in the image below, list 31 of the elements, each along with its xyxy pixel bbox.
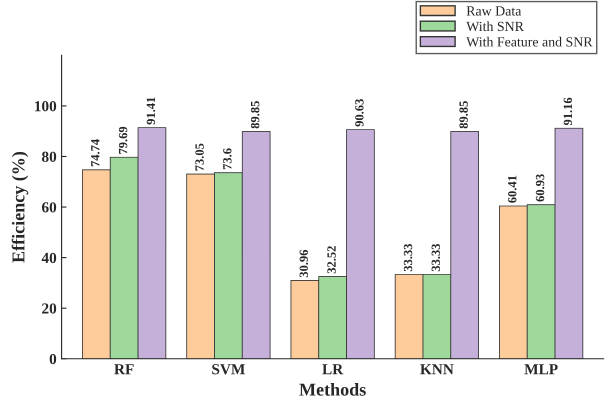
- y-tick-label: 40: [42, 252, 56, 264]
- data-label: 60.41: [508, 176, 517, 203]
- legend-label: Raw Data: [466, 6, 522, 16]
- data-label: 73.05: [195, 144, 204, 171]
- y-tick-label: 0: [50, 354, 56, 364]
- data-label: 91.41: [146, 97, 156, 125]
- data-label: 30.96: [300, 250, 308, 278]
- x-axis-title: Methods: [299, 383, 366, 396]
- y-tick-label: 100: [35, 101, 56, 112]
- data-label: 74.74: [91, 139, 100, 166]
- data-label: 60.93: [536, 174, 544, 202]
- data-label: 79.69: [118, 126, 128, 154]
- x-tick-label: RF: [114, 364, 134, 374]
- data-label: 89.85: [250, 101, 260, 128]
- data-label: 32.52: [327, 246, 336, 274]
- data-label: 91.16: [564, 98, 572, 126]
- y-axis-title: Efficiency (%): [12, 152, 28, 263]
- x-tick-label: SVM: [212, 364, 245, 374]
- x-tick-label: LR: [322, 364, 344, 374]
- data-label: 33.33: [404, 244, 412, 272]
- x-tick-label: MLP: [524, 364, 558, 374]
- legend-label: With SNR: [466, 21, 524, 32]
- data-label: 90.63: [355, 99, 364, 126]
- data-label: 73.6: [223, 148, 232, 170]
- data-label: 33.33: [432, 244, 440, 272]
- y-tick-label: 20: [42, 303, 56, 314]
- x-tick-label: KNN: [420, 364, 454, 374]
- y-tick-label: 60: [42, 202, 56, 212]
- data-label: 89.85: [459, 101, 468, 128]
- legend-label: With Feature and SNR: [466, 36, 593, 47]
- y-tick-label: 80: [42, 152, 56, 162]
